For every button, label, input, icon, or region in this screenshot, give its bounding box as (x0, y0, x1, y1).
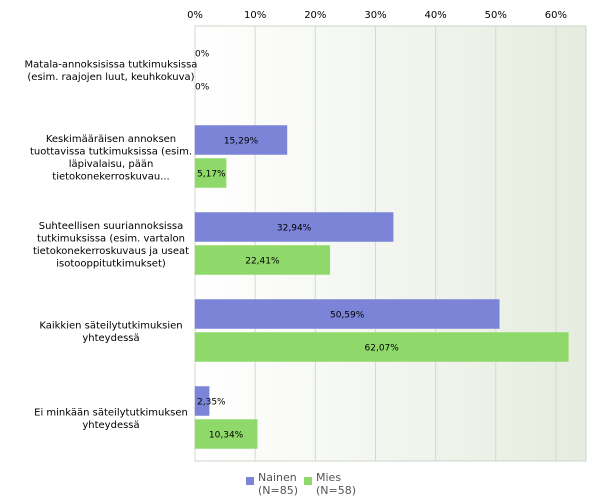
category-label: Matala-annoksisissa tutkimuksissa (esim. … (25, 59, 198, 83)
value-label: 0% (195, 50, 210, 60)
legend-sublabel: (N=85) (258, 484, 298, 497)
plot-area (194, 25, 587, 462)
legend-sublabel: (N=58) (316, 484, 356, 497)
category-label: Kaikkien säteilytutkimuksien yhteydessä (39, 320, 182, 344)
bar-mies (194, 245, 331, 275)
x-tick-label: 60% (545, 10, 567, 21)
legend-label: Nainen (258, 471, 297, 484)
bar-nainen (194, 299, 500, 329)
value-label: 2,35% (197, 398, 226, 408)
value-label: 10,34% (209, 431, 244, 441)
x-tick-label: 30% (364, 10, 386, 21)
category-label: Ei minkään säteilytutkimuksen yhteydessä (34, 407, 188, 431)
x-tick-label: 10% (244, 10, 266, 21)
plot-background (194, 25, 587, 462)
category-label: Keskimääräisen annoksen tuottavissa tutki… (30, 134, 192, 183)
legend: Nainen(N=85) Mies(N=58) (246, 471, 356, 497)
x-tick-label: 40% (424, 10, 446, 21)
value-label: 0% (195, 83, 210, 93)
bars (194, 125, 569, 449)
value-label: 5,17% (197, 170, 226, 180)
x-tick-label: 0% (187, 10, 203, 21)
value-label: 22,41% (245, 257, 280, 267)
bar-mies (194, 158, 227, 188)
legend-label: Mies (316, 471, 341, 484)
legend-swatch-mies (304, 477, 312, 485)
category-labels: Matala-annoksisissa tutkimuksissa (esim. … (25, 59, 198, 431)
x-tick-label: 50% (485, 10, 507, 21)
value-label: 50,59% (330, 311, 365, 321)
value-label: 32,94% (277, 224, 312, 234)
bar-nainen (194, 212, 394, 242)
value-label: 15,29% (224, 137, 259, 147)
bar-nainen (194, 386, 210, 416)
category-label: Suhteellisen suuriannoksissa tutkimuksiss… (33, 221, 189, 270)
value-label: 62,07% (365, 344, 400, 354)
bar-mies (194, 332, 569, 362)
gridlines (194, 26, 557, 461)
bar-mies (194, 419, 258, 449)
x-tick-label: 20% (304, 10, 326, 21)
legend-swatch-nainen (246, 477, 254, 485)
x-axis-tick-labels: 0% 10% 20% 30% 40% 50% 60% (187, 10, 567, 21)
bar-nainen (194, 125, 288, 155)
value-labels: 0% 0% 15,29% 5,17% 32,94% 22,41% 50,59% 62,07% 2… (195, 50, 399, 441)
